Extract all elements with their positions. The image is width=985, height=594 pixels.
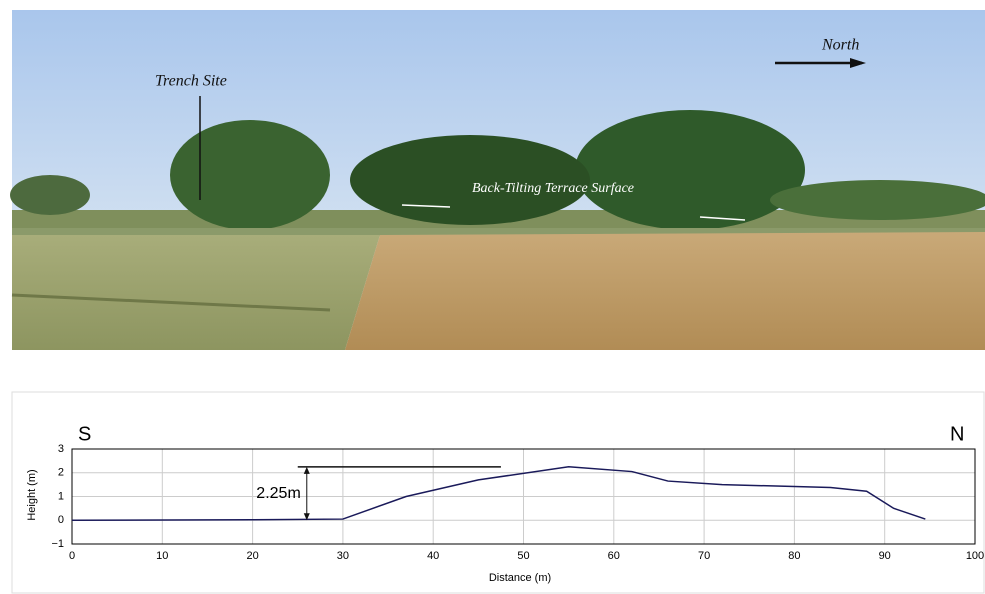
y-tick-label: −1 — [51, 538, 64, 550]
figure: Trench Site North Back-Tilting Terrace S… — [0, 0, 985, 594]
x-tick-label: 20 — [246, 550, 258, 562]
x-tick-label: 60 — [608, 550, 620, 562]
x-tick-label: 10 — [156, 550, 168, 562]
arrow-head — [304, 467, 310, 474]
y-tick-label: 1 — [58, 490, 64, 502]
north-label: North — [821, 37, 859, 54]
x-tick-label: 30 — [337, 550, 349, 562]
x-tick-label: 90 — [879, 550, 891, 562]
y-tick-label: 2 — [58, 467, 64, 479]
y-tick-label: 0 — [58, 514, 64, 526]
y-axis-label: Height (m) — [26, 469, 38, 520]
x-tick-label: 40 — [427, 550, 439, 562]
x-tick-label: 100 — [966, 550, 984, 562]
line-series — [72, 467, 925, 520]
terrace-label: Back-Tilting Terrace Surface — [472, 181, 634, 196]
x-axis-label: Distance (m) — [489, 572, 551, 584]
y-tick-label: 3 — [58, 443, 64, 455]
x-tick-label: 50 — [517, 550, 529, 562]
trench-label: Trench Site — [155, 73, 227, 90]
chart-frame — [12, 392, 984, 593]
south-label: S — [78, 423, 91, 445]
x-tick-label: 80 — [788, 550, 800, 562]
north-axis-label: N — [950, 423, 964, 445]
x-tick-label: 70 — [698, 550, 710, 562]
reference-label: 2.25m — [256, 485, 300, 502]
photo: Trench Site North Back-Tilting Terrace S… — [10, 10, 985, 350]
x-tick-label: 0 — [69, 550, 75, 562]
